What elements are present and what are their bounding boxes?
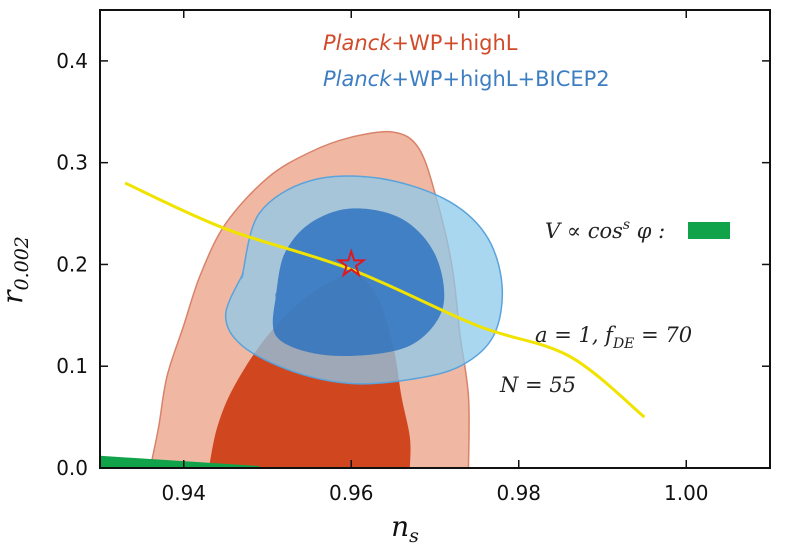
x-axis-label: ns [391,510,419,547]
params-label-sub: DE [612,336,634,352]
legend-entry-bicep-rest: +WP+highL+BICEP2 [391,67,609,91]
y-tick-label: 0.0 [56,456,88,480]
y-axis-label-sub: 0.002 [11,236,33,290]
model-band [100,455,260,468]
params-label-tail: = 70 [634,323,692,347]
x-tick-label: 1.00 [664,481,709,505]
potential-label-main: V ∝ cos [545,219,623,243]
plot-frame [99,9,771,469]
y-tick-label: 0.3 [56,151,88,175]
potential-label-sup: s [623,217,630,233]
legend-entry-bicep-italic: Planck [323,67,392,91]
x-tick-label: 0.98 [496,481,541,505]
y-tick-label: 0.2 [56,252,88,276]
y-axis-label-main: r [0,289,29,304]
x-axis-label-main: n [391,510,409,543]
legend-entry-planck: Planck+WP+highL [323,31,518,55]
params-label-main: a = 1, f [535,323,616,347]
y-tick-label: 0.4 [56,49,88,73]
potential-label: V ∝ coss φ : [545,217,665,243]
best-fit-star [335,248,367,278]
potential-label-tail: φ : [630,219,665,243]
model-line [124,181,646,419]
params-label: a = 1, fDE = 70 [535,323,692,352]
efolds-label: N = 55 [499,373,576,397]
legend-entry-planck-italic: Planck [323,31,392,55]
y-axis-label: r0.002 [0,236,33,304]
x-tick-label: 0.94 [161,481,206,505]
potential-swatch [688,222,730,239]
contour-bicep-68 [272,208,445,357]
legend-entry-bicep: Planck+WP+highL+BICEP2 [323,67,610,91]
y-tick-label: 0.1 [56,354,88,378]
legend-entry-planck-rest: +WP+highL [391,31,517,55]
x-tick-label: 0.96 [329,481,374,505]
x-axis-label-sub: s [409,525,419,547]
